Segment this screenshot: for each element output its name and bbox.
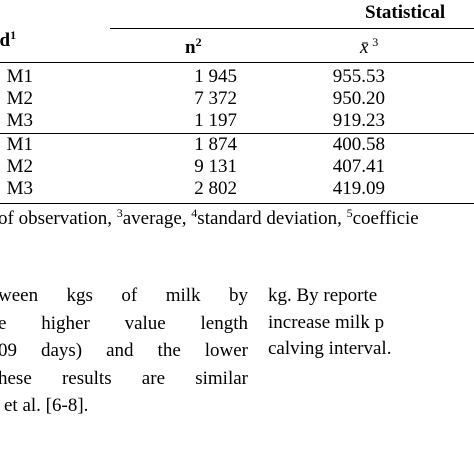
body-line: calving interval. [268,338,392,359]
table-cell: 1 874 [194,134,237,155]
group-rule [110,28,474,30]
footnote: of observation, 3average, 4standard devi… [0,206,419,230]
footnote-text: coefficie [352,208,419,229]
header-text: n [185,37,196,58]
footnote-mark: 1 [10,28,17,42]
group-header: Statistical [365,2,446,23]
footnote-mark: 4 [191,206,198,220]
footnote-text: standard deviation, [197,208,347,229]
body-line: hese results are similar [0,367,248,389]
footnote-mark: 3 [372,35,379,49]
footnote-mark: 2 [195,35,202,49]
table-bottom-rule [0,203,474,205]
table-cell: 950.20 [332,88,385,109]
footnote-mark: 5 [346,206,353,220]
footnote-mark: 3 [116,206,123,220]
table-cell: 1 197 [194,110,237,131]
header-text: x̄ [360,37,369,58]
body-line: 09 days) and the lower [0,340,248,361]
table-cell: 9 131 [194,156,237,177]
column-header: x̄ 3 [360,35,379,59]
body-line: kg. By reporte [268,285,378,306]
table-cell: M2 [6,88,33,109]
column-header: n2 [185,35,202,59]
header-text: od [0,30,11,51]
table-cell: 407.41 [332,156,385,177]
footnote-text: average, [122,208,192,229]
table-cell: M1 [6,66,33,87]
table-cell: M3 [6,178,33,199]
body-line: et al. [6-8]. [4,395,89,416]
table-cell: 419.09 [332,178,385,199]
table-cell: 2 802 [194,178,237,199]
table-cell: M1 [6,134,33,155]
body-line: e higher value length [0,312,248,334]
body-line: ween kgs of milk by [0,285,248,306]
table-cell: 1 945 [194,66,237,87]
table-cell: 7 372 [194,88,237,109]
body-line: increase milk p [268,311,385,333]
table-cell: 955.53 [332,66,385,87]
table-cell: M2 [6,156,33,177]
table-cell: 919.23 [332,110,385,131]
header-rule [0,62,474,64]
group-separator [0,133,474,135]
table-cell: 400.58 [332,134,385,155]
footnote-text: of observation, [0,208,117,229]
table-cell: M3 [6,110,33,131]
method-header: od1 [0,28,17,52]
